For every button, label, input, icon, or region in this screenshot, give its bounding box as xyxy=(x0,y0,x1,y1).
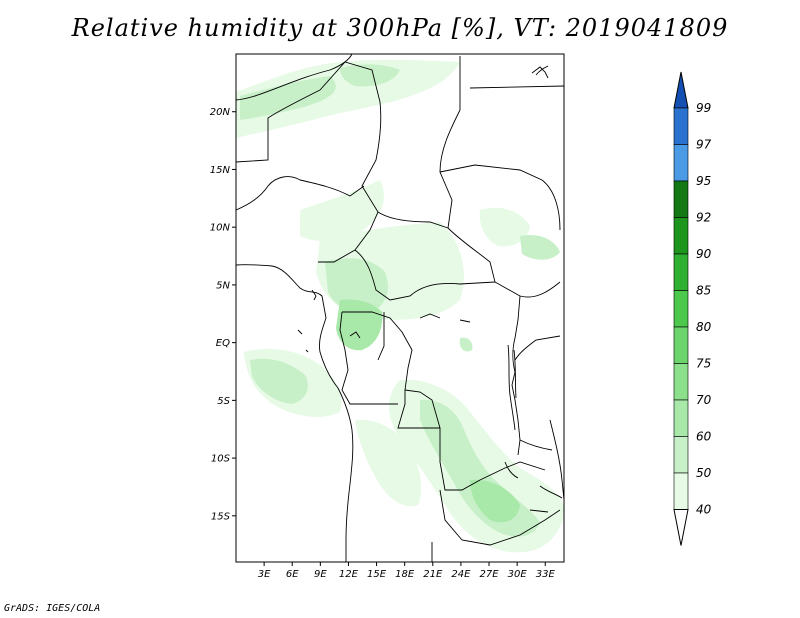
colorbar-label: 75 xyxy=(696,357,711,371)
colorbar: 99 97 95 92 90 85 80 75 70 60 50 40 xyxy=(673,71,712,546)
lat-label: 10S xyxy=(211,454,231,465)
lat-label: 10N xyxy=(210,223,231,234)
colorbar-label: 85 xyxy=(696,284,711,298)
lat-label: 5S xyxy=(217,396,230,407)
colorbar-box xyxy=(673,180,689,218)
colorbar-label: 97 xyxy=(696,138,712,152)
colorbar-box xyxy=(673,399,689,437)
colorbar-box xyxy=(673,107,689,145)
colorbar-label: 90 xyxy=(696,247,712,261)
map-frame xyxy=(235,53,565,563)
latitude-ticks xyxy=(232,111,236,517)
lon-label: 9E xyxy=(314,569,327,580)
colorbar-label: 92 xyxy=(696,211,711,225)
colorbar-label: 95 xyxy=(696,174,711,188)
coastlines-borders xyxy=(235,53,565,562)
lat-label: 15N xyxy=(210,165,231,176)
colorbar-label: 60 xyxy=(696,430,712,444)
colorbar-box xyxy=(673,472,689,510)
lon-label: 30E xyxy=(508,569,528,580)
colorbar-top-triangle xyxy=(673,71,689,109)
colorbar-box xyxy=(673,290,689,328)
colorbar-box xyxy=(673,363,689,401)
colorbar-box xyxy=(673,144,689,182)
colorbar-label: 80 xyxy=(696,320,712,334)
colorbar-box xyxy=(673,326,689,364)
lon-label: 24E xyxy=(451,569,471,580)
chart-title: Relative humidity at 300hPa [%], VT: 201… xyxy=(71,14,729,42)
lon-label: 33E xyxy=(536,569,556,580)
lon-label: 15E xyxy=(367,569,387,580)
lon-label: 18E xyxy=(395,569,415,580)
colorbar-box xyxy=(673,217,689,255)
lon-label: 27E xyxy=(480,569,500,580)
colorbar-box xyxy=(673,253,689,291)
lat-label: 15S xyxy=(211,511,231,522)
lon-label: 21E xyxy=(423,569,443,580)
colorbar-label: 50 xyxy=(696,466,712,480)
lon-label: 6E xyxy=(286,569,299,580)
longitude-ticks xyxy=(263,562,546,566)
grads-credit: GrADS: IGES/COLA xyxy=(4,603,101,614)
lon-label: 3E xyxy=(258,569,271,580)
lat-label: EQ xyxy=(216,338,230,349)
colorbar-box xyxy=(673,436,689,474)
lat-label: 20N xyxy=(210,107,231,118)
humidity-shading xyxy=(236,59,565,553)
colorbar-label: 40 xyxy=(696,503,712,517)
latitude-labels: 20N 15N 10N 5N EQ 5S 10S 15S xyxy=(210,107,231,522)
lat-label: 5N xyxy=(216,280,230,291)
colorbar-label: 70 xyxy=(696,393,712,407)
colorbar-label: 99 xyxy=(696,101,711,115)
colorbar-bottom-triangle xyxy=(673,509,689,546)
longitude-labels: 3E 6E 9E 12E 15E 18E 21E 24E 27E 30E 33E xyxy=(258,569,556,580)
lon-label: 12E xyxy=(339,569,359,580)
